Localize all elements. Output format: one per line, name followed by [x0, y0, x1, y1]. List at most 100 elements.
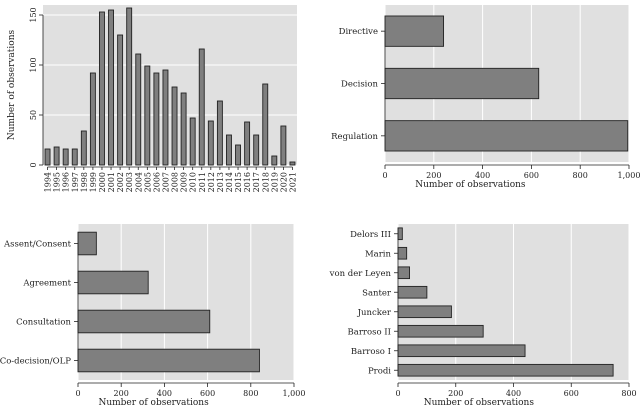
year-bar-2002: [117, 34, 124, 166]
year-bar-2018: [262, 83, 269, 166]
commission-bar-barroso-ii: [397, 324, 484, 338]
year-bar-2016: [244, 121, 251, 166]
year-x-tick-label-2011: 2011: [198, 172, 207, 192]
commission-x-tick-label: 800: [621, 389, 636, 398]
year-bar-2004: [135, 53, 142, 166]
year-x-tick-label-2010: 2010: [189, 172, 198, 192]
year-x-tick-label-2004: 2004: [134, 172, 143, 192]
year-x-tick-label-2001: 2001: [107, 172, 116, 192]
year-x-tick-label-1996: 1996: [62, 172, 71, 192]
instrument-x-tick-label: 1,000: [618, 171, 640, 180]
procedure-x-tick-label: 800: [243, 389, 258, 398]
procedure-bar-agreement: [77, 270, 149, 295]
procedure-chart: Assent/Consent Agreement Consultation Co-de…: [0, 224, 305, 408]
year-x-tick-label-2006: 2006: [152, 172, 161, 192]
year-x-tick-label-2005: 2005: [143, 172, 152, 192]
commission-x-tick-label: 200: [448, 389, 463, 398]
year-bar-2019: [271, 155, 278, 166]
instrument-x-tick-label: 0: [382, 171, 387, 180]
year-x-tick-label-1995: 1995: [53, 172, 62, 192]
commission-category-label-von-der-leyen: von der Leyen: [329, 269, 392, 279]
year-bar-1998: [80, 130, 87, 166]
year-y-axis-label: Number of observations: [7, 29, 17, 140]
year-bar-2000: [99, 11, 105, 166]
commission-x-axis-label: Number of observations: [424, 398, 535, 408]
commission-category-label-prodi: Prodi: [368, 366, 391, 376]
year-x-tick-label-2002: 2002: [116, 172, 125, 192]
commission-category-label-santer: Santer: [362, 288, 392, 298]
instrument-x-tick-label: 400: [475, 171, 490, 180]
year-bar-2001: [108, 9, 114, 166]
year-x-tick-label-2007: 2007: [161, 172, 170, 192]
year-x-tick-label-2000: 2000: [98, 172, 107, 192]
commission-chart: Delors III Marin von der Leyen Santer Juncke…: [329, 224, 637, 408]
year-bar-2011: [198, 48, 205, 166]
year-x-tick-label-2019: 2019: [270, 172, 279, 192]
year-x-tick-label-2017: 2017: [252, 172, 261, 192]
procedure-x-axis-label: Number of observations: [98, 398, 209, 408]
procedure-x-tick-label: 1,000: [283, 389, 306, 398]
procedure-x-tick-label: 200: [114, 389, 129, 398]
instrument-x-tick-label: 800: [573, 171, 588, 180]
year-x-tick-label-2013: 2013: [216, 172, 225, 192]
commission-bar-barroso-i: [397, 344, 526, 358]
year-x-tick-label-2018: 2018: [261, 172, 270, 192]
year-bar-1997: [71, 148, 78, 166]
year-bar-2012: [207, 120, 214, 166]
year-x-tick-label-1998: 1998: [80, 172, 89, 192]
commission-bar-marin: [397, 246, 408, 260]
commission-bar-von-der-leyen: [397, 266, 411, 280]
instrument-chart: Directive Decision Regulation 0 200 400 600 800…: [331, 5, 640, 190]
procedure-bar-assent-consent: [77, 231, 97, 256]
commission-category-label-barroso-i: Barroso I: [351, 347, 391, 357]
year-bar-2009: [180, 92, 187, 166]
year-x-tick-label-2003: 2003: [125, 172, 134, 192]
procedure-x-tick-label: 600: [200, 389, 215, 398]
year-x-tick-label-2021: 2021: [288, 172, 297, 192]
year-bar-1994: [44, 148, 51, 166]
instrument-x-axis-label: Number of observations: [415, 180, 526, 190]
commission-bar-santer: [397, 285, 428, 299]
year-bar-2005: [144, 65, 151, 166]
commission-x-tick-label: 0: [395, 389, 400, 398]
commission-bar-delors-iii: [397, 227, 403, 241]
instrument-category-label-directive: Directive: [339, 27, 378, 37]
year-y-tick-label: 0: [29, 162, 38, 167]
commission-category-label-barroso-ii: Barroso II: [348, 327, 391, 337]
year-x-tick-label-2012: 2012: [207, 172, 216, 192]
instrument-category-label-decision: Decision: [341, 80, 379, 90]
year-x-tick-label-2016: 2016: [243, 172, 252, 192]
year-x-tick-label-2008: 2008: [171, 172, 180, 192]
commission-category-label-juncker: Juncker: [357, 308, 392, 318]
year-x-tick-label-1997: 1997: [71, 172, 80, 192]
procedure-x-tick-label: 400: [157, 389, 172, 398]
year-bar-2013: [216, 100, 223, 166]
procedure-category-label-co-decision-olp: Co-decision/OLP: [0, 357, 71, 367]
year-x-tick-label-1999: 1999: [89, 172, 98, 192]
year-y-tick-label: 100: [29, 57, 38, 72]
procedure-category-label-consultation: Consultation: [16, 318, 71, 328]
year-y-tick-label: 150: [29, 7, 38, 22]
procedure-category-label-agreement: Agreement: [22, 279, 71, 289]
procedure-category-label-assent-consent: Assent/Consent: [3, 240, 72, 250]
year-bar-2010: [189, 117, 196, 166]
instrument-category-label-regulation: Regulation: [331, 132, 378, 142]
year-bar-2017: [253, 134, 260, 166]
year-bar-2007: [162, 69, 169, 166]
instrument-x-tick-label: 600: [524, 171, 539, 180]
year-bar-2021: [289, 161, 296, 166]
instrument-bar-regulation: [384, 120, 629, 152]
year-x-tick-label-2009: 2009: [180, 172, 189, 192]
procedure-bar-co-decision-olp: [77, 348, 260, 373]
procedure-bar-consultation: [77, 309, 211, 334]
year-bar-2020: [280, 125, 287, 166]
commission-bar-juncker: [397, 305, 452, 319]
year-x-tick-label-2015: 2015: [234, 172, 243, 192]
commission-category-label-marin: Marin: [365, 249, 392, 259]
year-bar-2014: [226, 134, 232, 166]
year-bar-1995: [53, 146, 60, 166]
instrument-x-tick-label: 200: [426, 171, 441, 180]
procedure-x-tick-label: 0: [75, 389, 80, 398]
